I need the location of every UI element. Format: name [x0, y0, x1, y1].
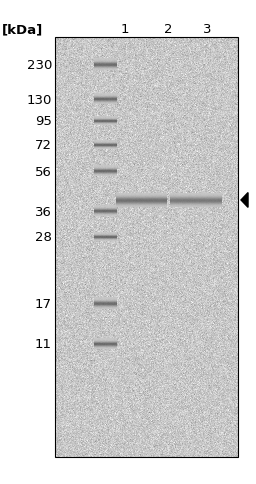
Text: 2: 2 [164, 23, 173, 36]
Text: 72: 72 [35, 138, 52, 151]
Polygon shape [241, 193, 248, 208]
Text: [kDa]: [kDa] [2, 23, 43, 36]
Text: 130: 130 [27, 93, 52, 106]
Text: 230: 230 [27, 59, 52, 72]
Text: 1: 1 [120, 23, 129, 36]
Text: 28: 28 [35, 230, 52, 243]
Text: 56: 56 [35, 166, 52, 179]
Text: 95: 95 [35, 114, 52, 127]
Text: 3: 3 [203, 23, 211, 36]
Text: 17: 17 [35, 298, 52, 311]
Bar [55, 38, 238, 457]
Text: 36: 36 [35, 205, 52, 218]
Text: 11: 11 [35, 337, 52, 350]
